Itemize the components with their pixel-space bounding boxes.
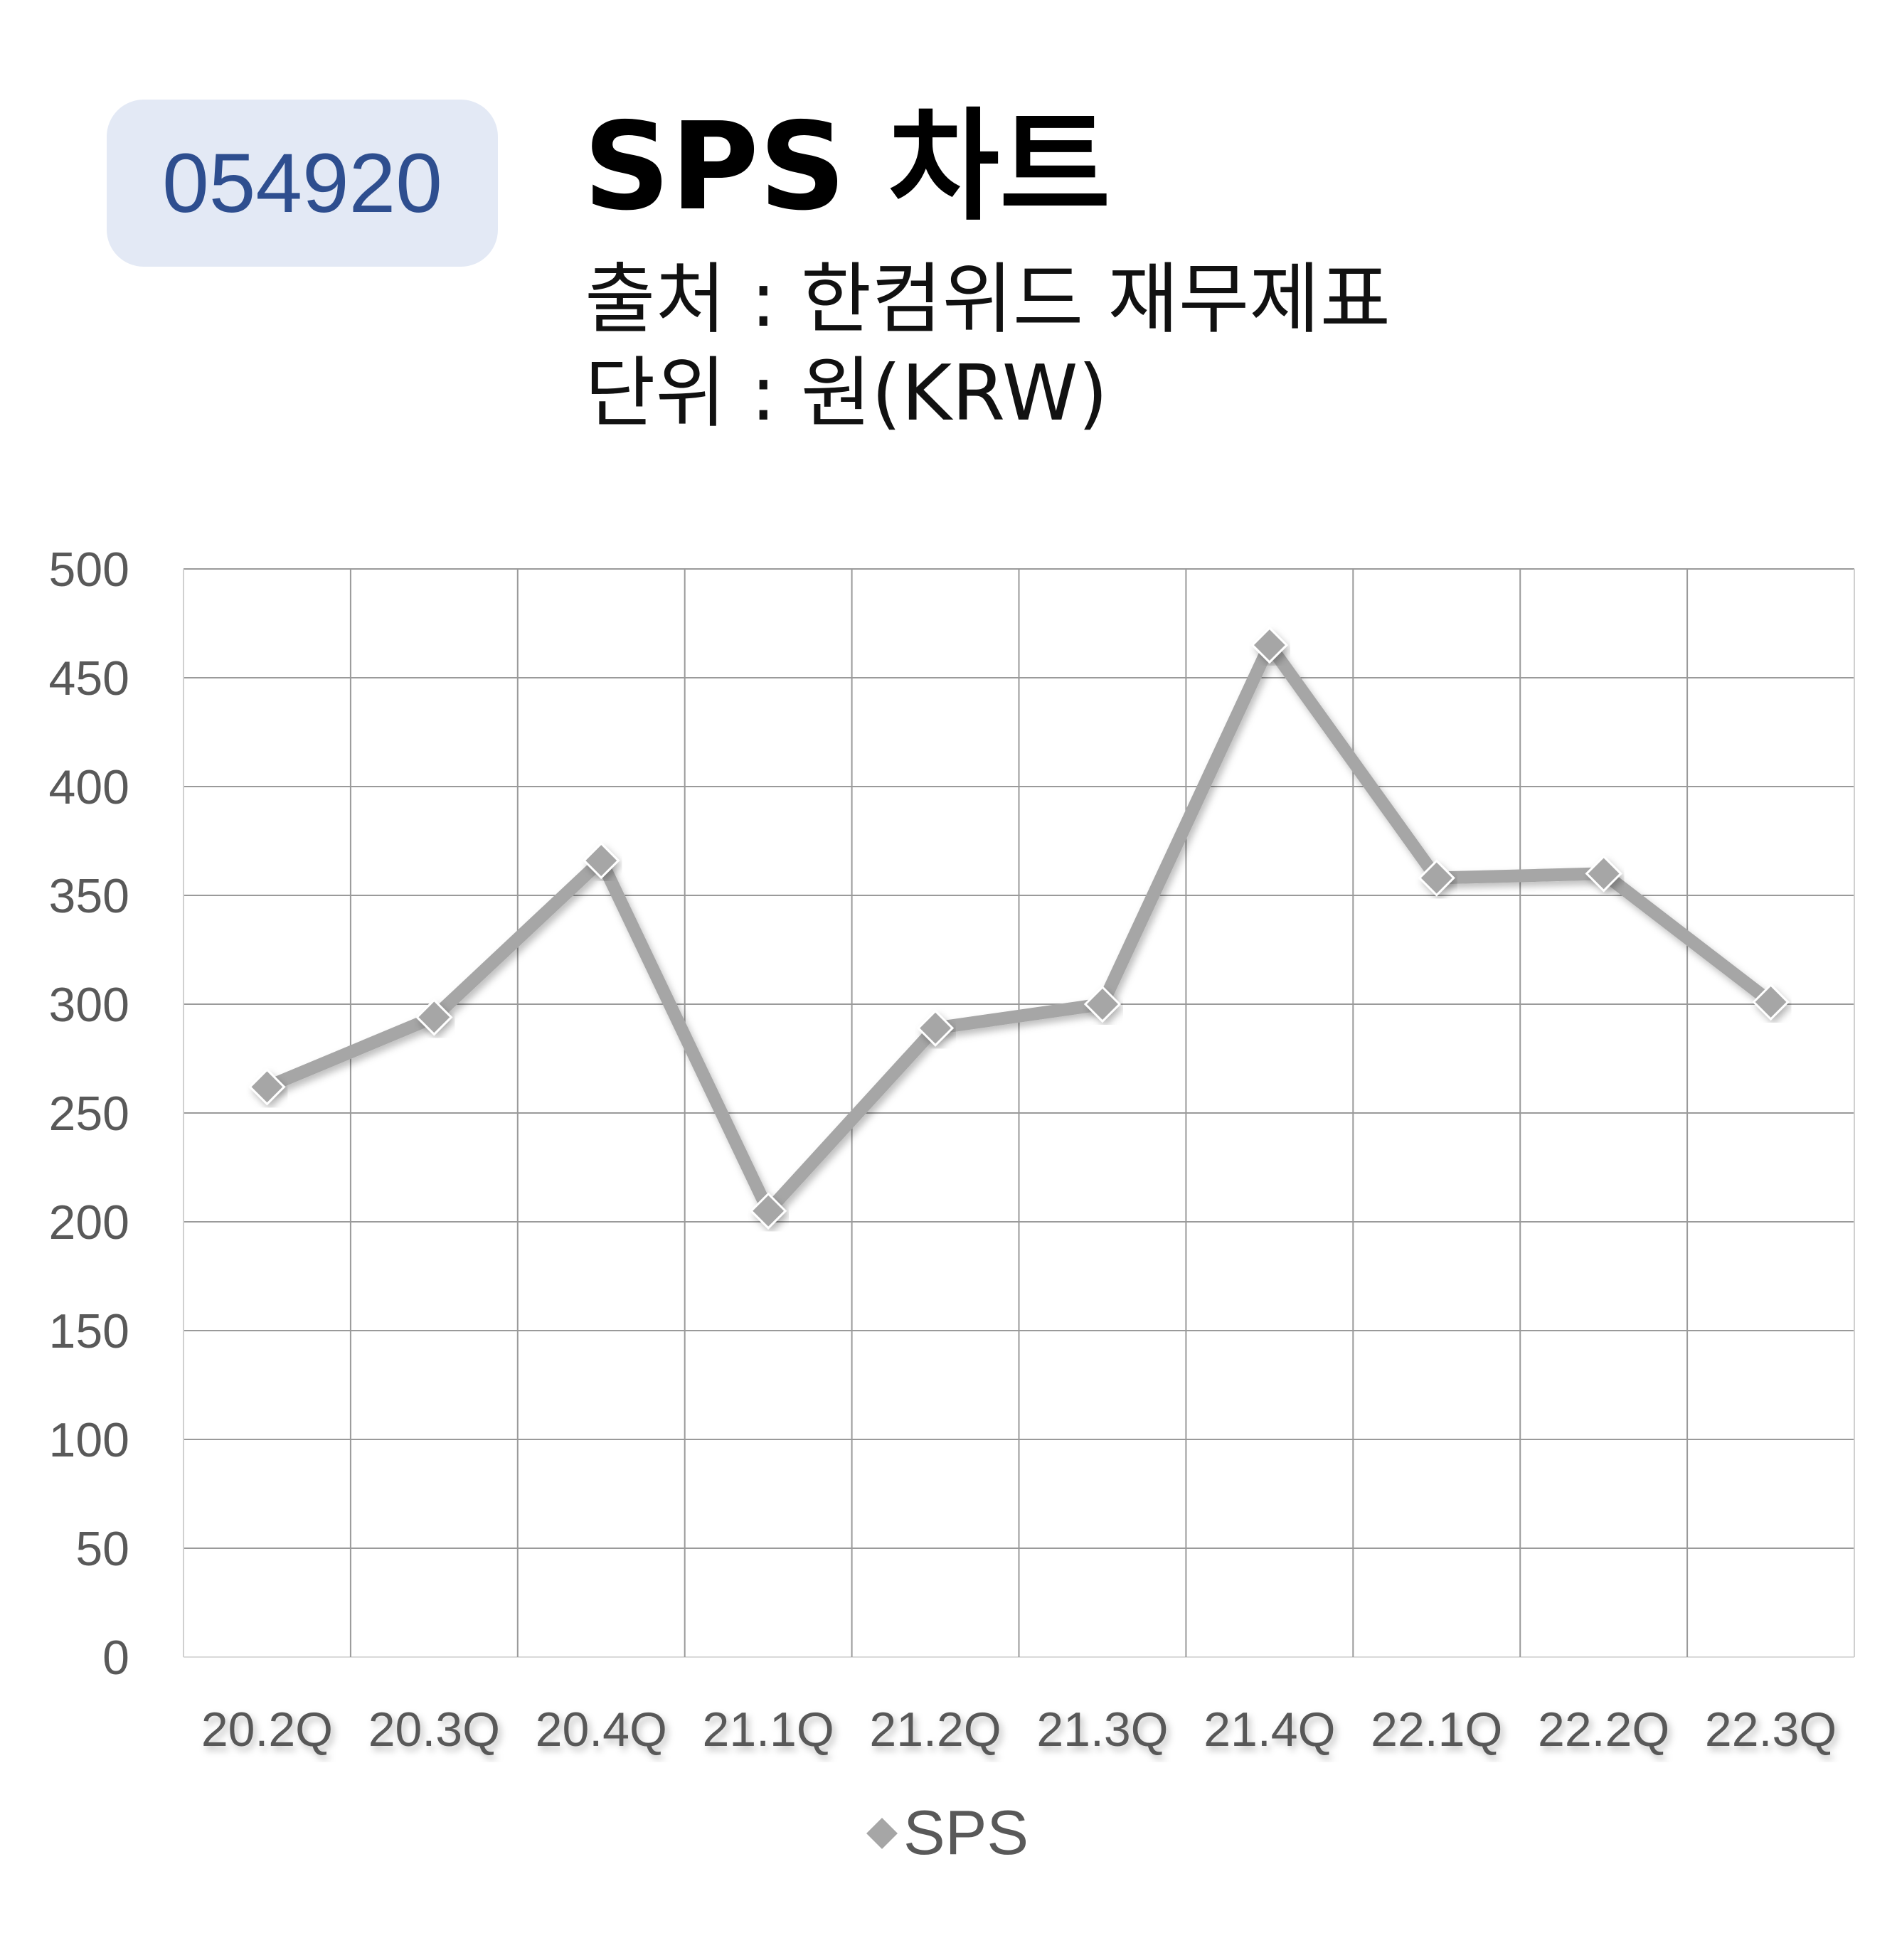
x-tick-label: 20.2Q xyxy=(201,1703,333,1757)
legend-label: SPS xyxy=(903,1797,1029,1868)
y-tick-label: 0 xyxy=(102,1631,129,1685)
y-tick-label: 400 xyxy=(49,760,129,814)
data-point xyxy=(1585,855,1622,893)
legend: SPS xyxy=(863,1797,1029,1868)
x-tick-label: 21.2Q xyxy=(869,1703,1001,1757)
data-point xyxy=(1083,985,1122,1023)
series-sps xyxy=(248,626,1790,1230)
stock-code: 054920 xyxy=(162,136,442,230)
x-tick-label: 22.1Q xyxy=(1371,1703,1502,1757)
data-point xyxy=(1250,626,1288,664)
data-point xyxy=(248,1068,286,1106)
y-tick-label: 100 xyxy=(49,1413,129,1467)
data-point xyxy=(750,1192,787,1230)
legend-marker xyxy=(863,1814,901,1853)
y-tick-label: 200 xyxy=(49,1195,129,1250)
x-tick-label: 20.4Q xyxy=(536,1703,667,1757)
x-tick-label: 22.3Q xyxy=(1705,1703,1837,1757)
y-tick-label: 150 xyxy=(49,1304,129,1358)
y-tick-label: 250 xyxy=(49,1087,129,1141)
chart-source: 출처 : 한컴위드 재무제표 xyxy=(585,255,1391,344)
data-point xyxy=(415,998,453,1036)
x-tick-label: 21.1Q xyxy=(703,1703,834,1757)
data-point xyxy=(916,1009,955,1047)
data-point xyxy=(583,841,620,880)
chart-unit: 단위 : 원(KRW) xyxy=(585,349,1108,438)
y-axis-ticks: 0 50 100 150 200 250 300 350 400 450 500 xyxy=(49,543,129,1685)
x-axis-ticks: 20.2Q 20.3Q 20.4Q 21.1Q 21.2Q 21.3Q 21.4Q 22.1Q… xyxy=(201,1703,1837,1757)
grid xyxy=(183,568,1855,1658)
y-tick-label: 350 xyxy=(49,869,129,923)
series-line xyxy=(260,639,1778,1218)
data-point xyxy=(1752,983,1790,1021)
stock-code-badge: 054920 xyxy=(107,100,498,267)
chart-title: SPS 차트 xyxy=(583,97,1111,238)
y-tick-label: 300 xyxy=(49,978,129,1032)
y-tick-label: 450 xyxy=(49,651,129,705)
x-tick-label: 22.2Q xyxy=(1538,1703,1669,1757)
y-tick-label: 50 xyxy=(75,1522,129,1576)
y-tick-label: 500 xyxy=(49,543,129,597)
data-point xyxy=(1418,859,1455,897)
x-tick-label: 21.4Q xyxy=(1203,1703,1335,1757)
x-tick-label: 21.3Q xyxy=(1036,1703,1168,1757)
x-tick-label: 20.3Q xyxy=(368,1703,500,1757)
